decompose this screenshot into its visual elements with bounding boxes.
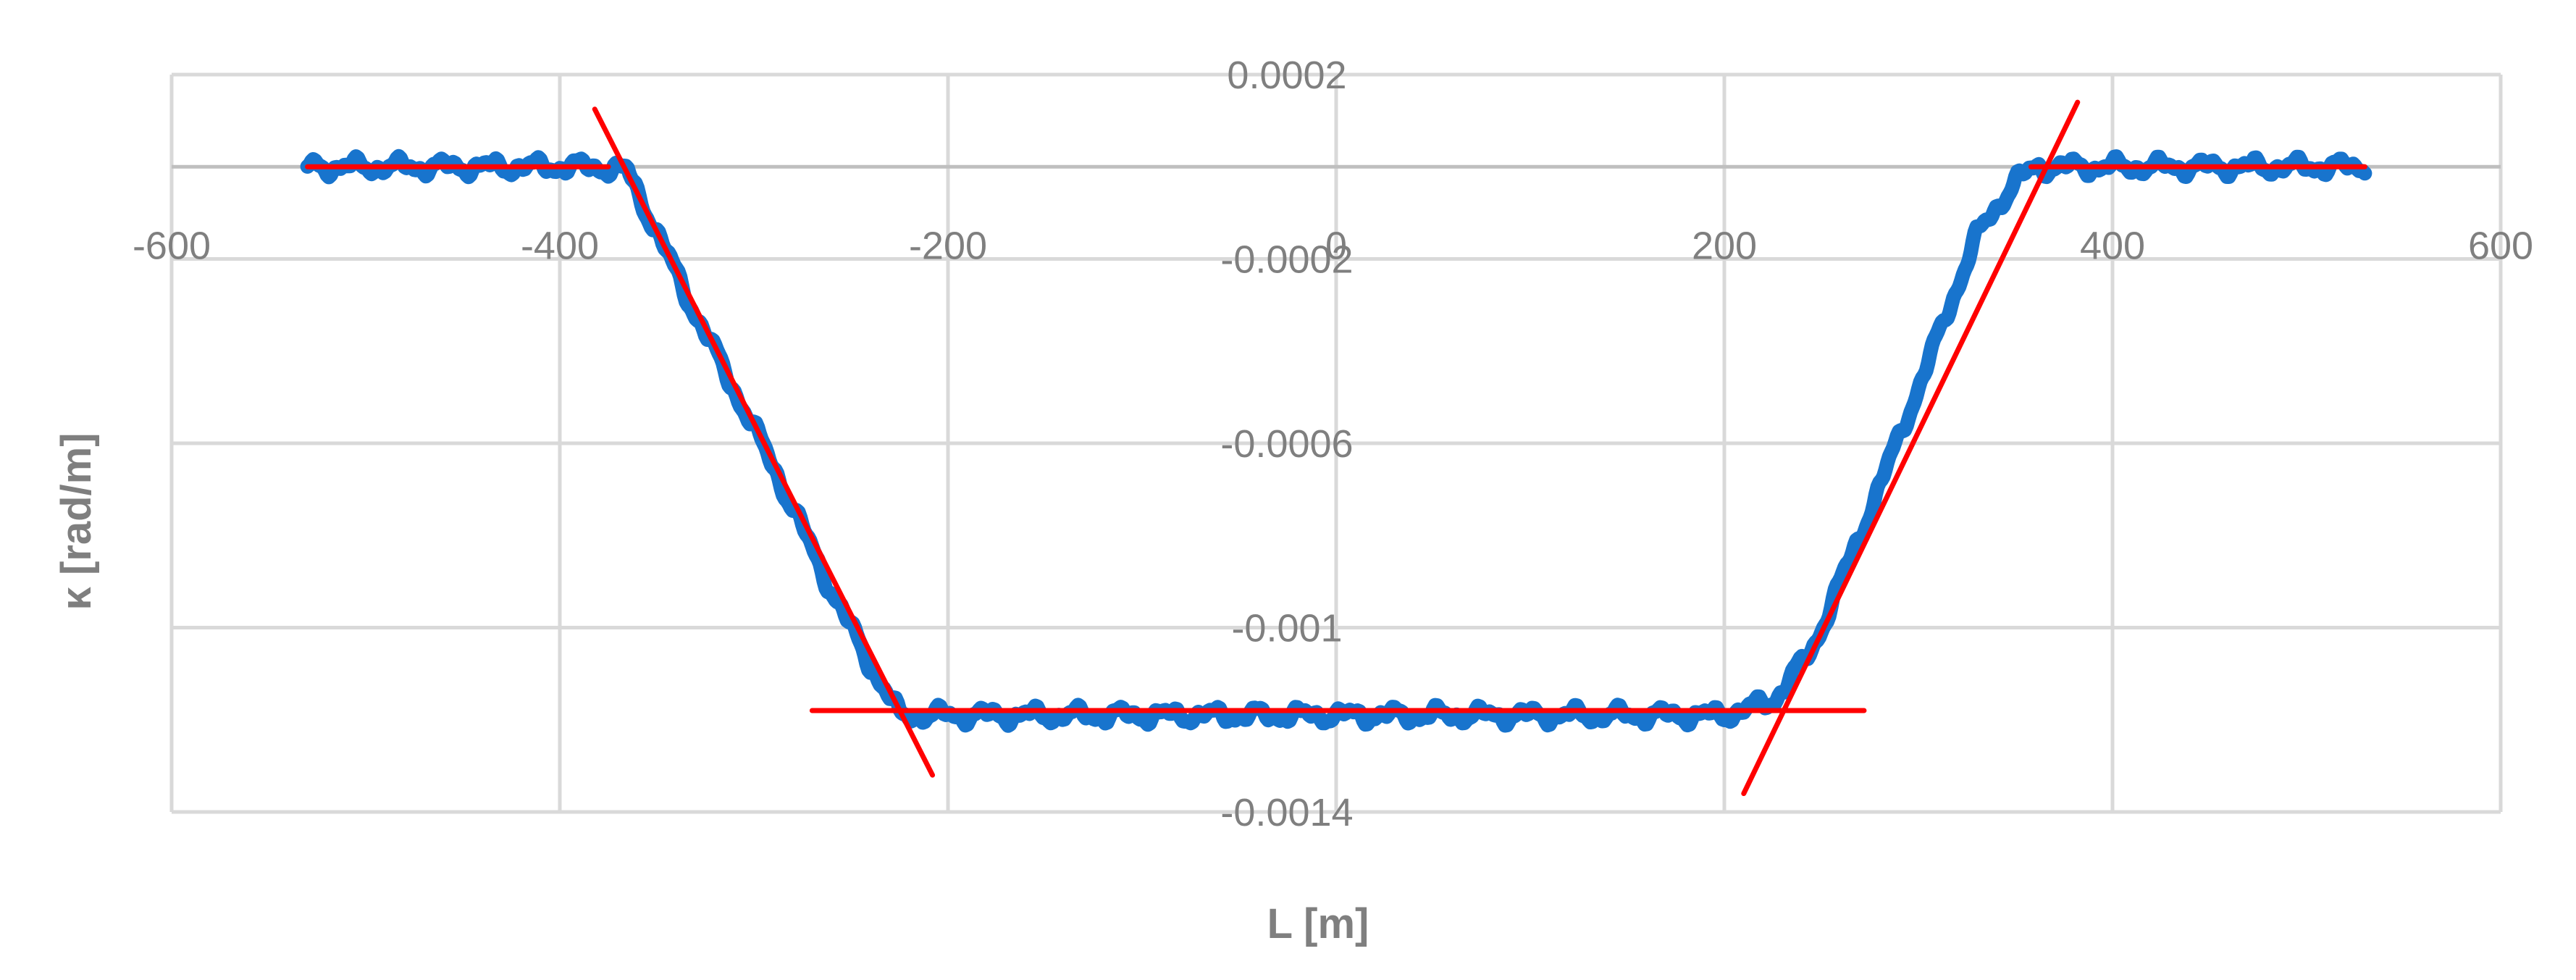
y-tick-label: -0.0002 bbox=[1220, 238, 1353, 282]
y-tick-label: 0.0002 bbox=[1227, 54, 1346, 97]
y-tick-label: -0.0006 bbox=[1220, 422, 1353, 466]
fit-line-segment bbox=[592, 106, 936, 778]
x-tick-label: -400 bbox=[521, 224, 599, 267]
tick-labels: -600 -400 -200 0 200 400 600 0.0002 -0.0002 -0.00… bbox=[133, 54, 2533, 834]
x-tick-label: 200 bbox=[1692, 224, 1757, 267]
x-axis-title: L [m] bbox=[1267, 900, 1369, 947]
x-tick-label: -200 bbox=[909, 224, 987, 267]
y-tick-label: -0.0014 bbox=[1220, 791, 1353, 834]
x-tick-label: 400 bbox=[2080, 224, 2145, 267]
x-tick-label: 0 bbox=[1325, 224, 1347, 267]
plot-area bbox=[300, 99, 2372, 797]
y-axis-title: κ [rad/m] bbox=[53, 432, 100, 610]
fit-line-segment bbox=[1741, 99, 2081, 797]
x-tick-label: -600 bbox=[133, 224, 211, 267]
y-tick-label: -0.001 bbox=[1231, 607, 1342, 650]
x-tick-label: 600 bbox=[2468, 224, 2533, 267]
